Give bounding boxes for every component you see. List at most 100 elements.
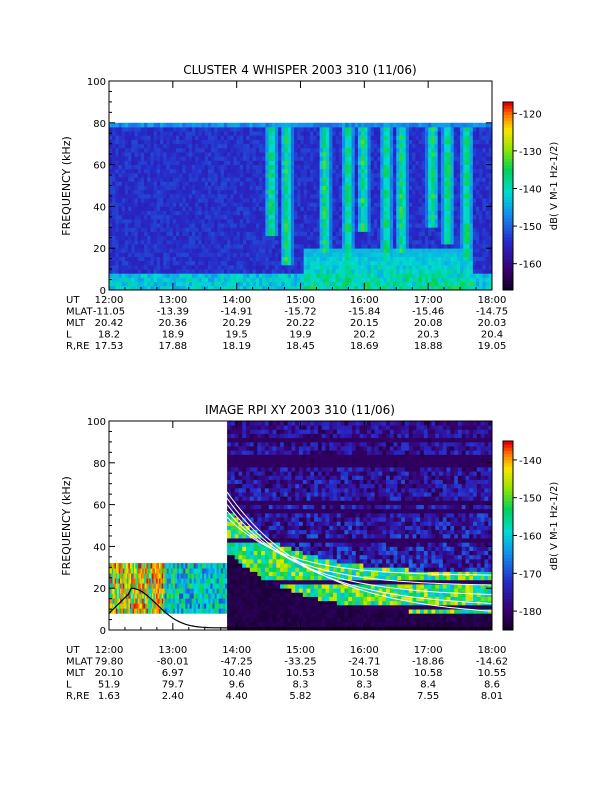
spectrogram-cell xyxy=(364,189,368,195)
spectrogram-cell xyxy=(485,260,490,266)
spectrogram-cell xyxy=(476,122,480,128)
spectrogram-cell xyxy=(370,147,375,153)
spectrogram-cell xyxy=(137,164,142,170)
spectrogram-cell xyxy=(463,239,467,245)
spectrogram-cell xyxy=(428,206,432,211)
spectrogram-cell xyxy=(297,189,301,195)
spectrogram-cell xyxy=(476,218,480,224)
spectrogram-cell xyxy=(236,156,241,161)
spectrogram-cell xyxy=(163,273,167,278)
spectrogram-cell xyxy=(345,256,349,262)
spectrogram-cell xyxy=(207,260,212,266)
spectrogram-cell xyxy=(476,177,480,182)
spectrogram-cell xyxy=(160,168,164,174)
spectrogram-cell xyxy=(453,172,458,178)
spectrogram-cell xyxy=(313,273,317,278)
spectrogram-cell xyxy=(214,277,218,283)
spectrogram-cell xyxy=(383,172,388,178)
spectrogram-cell xyxy=(440,147,445,153)
spectrogram-cell xyxy=(191,152,196,157)
spectrogram-cell xyxy=(134,273,139,278)
spectrogram-cell xyxy=(274,244,279,249)
spectrogram-cell xyxy=(364,126,368,132)
spectrogram-cell xyxy=(249,131,254,136)
spectrogram-cell xyxy=(297,235,301,241)
spectrogram-cell xyxy=(236,152,241,157)
spectrogram-cell xyxy=(424,235,429,241)
spectrogram-cell xyxy=(284,210,289,216)
spectrogram-cell xyxy=(476,189,480,195)
spectrogram-cell xyxy=(262,164,266,170)
spectrogram-cell xyxy=(463,206,467,211)
spectrogram-cell xyxy=(453,231,458,237)
panel1-spectrogram xyxy=(109,122,493,291)
spectrogram-cell xyxy=(319,164,324,170)
spectrogram-cell xyxy=(460,198,464,203)
spectrogram-cell xyxy=(469,164,474,170)
spectrogram-cell xyxy=(335,147,340,153)
spectrogram-cell xyxy=(341,168,346,174)
spectrogram-cell xyxy=(166,202,171,207)
spectrogram-cell xyxy=(444,269,448,274)
spectrogram-cell xyxy=(386,231,391,237)
spectrogram-cell xyxy=(131,227,135,232)
spectrogram-cell xyxy=(281,164,285,170)
spectrogram-cell xyxy=(195,189,199,195)
spectrogram-cell xyxy=(329,139,333,145)
spectrogram-cell xyxy=(124,147,129,153)
spectrogram-cell xyxy=(176,122,180,128)
spectrogram-cell xyxy=(418,202,423,207)
spectrogram-cell xyxy=(191,252,196,257)
spectrogram-cell xyxy=(322,156,327,161)
spectrogram-cell xyxy=(440,122,445,128)
spectrogram-cell xyxy=(389,281,394,287)
spectrogram-cell xyxy=(306,239,311,245)
spectrogram-cell xyxy=(447,139,451,145)
spectrogram-cell xyxy=(109,164,113,170)
spectrogram-cell xyxy=(188,260,193,266)
spectrogram-cell xyxy=(393,122,397,128)
spectrogram-cell xyxy=(412,177,416,182)
spectrogram-cell xyxy=(204,122,209,128)
spectrogram-cell xyxy=(303,198,308,203)
spectrogram-cell xyxy=(294,248,298,253)
spectrogram-cell xyxy=(255,218,260,224)
spectrogram-cell xyxy=(204,269,209,274)
spectrogram-cell xyxy=(278,277,282,283)
spectrogram-cell xyxy=(335,168,340,174)
spectrogram-cell xyxy=(121,202,126,207)
spectrogram-cell xyxy=(460,256,464,262)
spectrogram-cell xyxy=(262,122,266,128)
spectrogram-cell xyxy=(428,231,432,237)
spectrogram-cell xyxy=(437,235,442,241)
spectrogram-cell xyxy=(265,139,269,145)
spectrogram-cell xyxy=(179,223,183,228)
spectrogram-cell xyxy=(128,277,132,283)
spectrogram-cell xyxy=(172,277,177,283)
spectrogram-cell xyxy=(326,273,330,278)
spectrogram-cell xyxy=(137,248,142,253)
spectrogram-cell xyxy=(488,252,493,257)
spectrogram-cell xyxy=(179,227,183,232)
spectrogram-cell xyxy=(211,126,215,132)
y-tick-label: 60 xyxy=(93,161,106,172)
colorbar-swatch xyxy=(503,177,513,181)
spectrogram-cell xyxy=(287,285,292,291)
spectrogram-cell xyxy=(134,147,139,153)
spectrogram-cell xyxy=(147,147,151,153)
spectrogram-cell xyxy=(137,143,142,149)
spectrogram-cell xyxy=(207,189,212,195)
spectrogram-cell xyxy=(265,202,269,207)
spectrogram-cell xyxy=(476,139,480,145)
spectrogram-cell xyxy=(169,281,174,287)
spectrogram-cell xyxy=(153,168,158,174)
colorbar-swatch xyxy=(503,102,513,106)
spectrogram-cell xyxy=(402,156,407,161)
spectrogram-cell xyxy=(191,164,196,170)
spectrogram-cell xyxy=(303,260,308,266)
spectrogram-cell xyxy=(434,239,439,245)
spectrogram-cell xyxy=(479,239,483,245)
spectrogram-cell xyxy=(115,143,119,149)
spectrogram-cell xyxy=(456,122,461,128)
